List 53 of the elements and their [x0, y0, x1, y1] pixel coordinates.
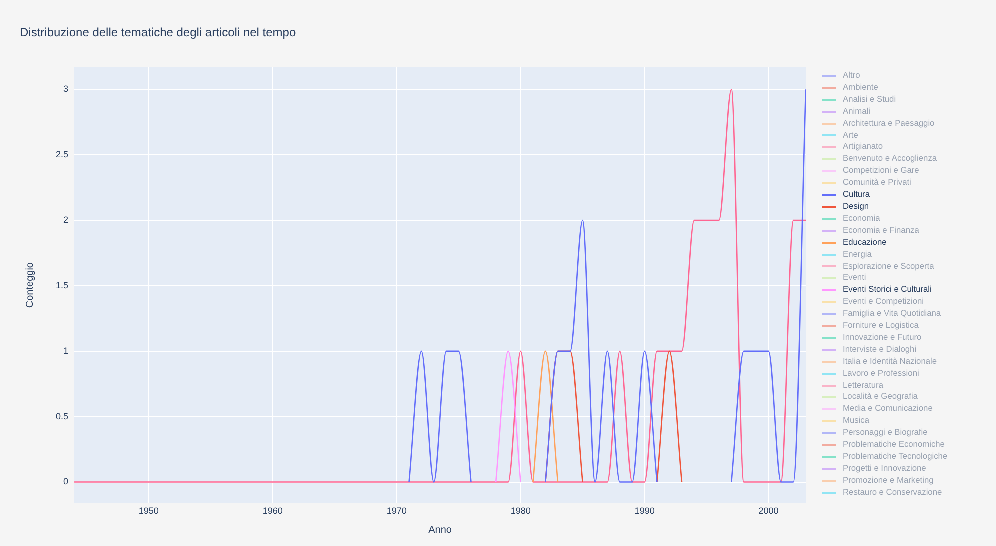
y-tick-label: 1.5 [56, 280, 69, 290]
legend-label: Italia e Identità Nazionale [843, 356, 938, 368]
legend-label: Economia [843, 212, 880, 225]
y-tick-label: 3 [63, 84, 69, 94]
legend-label: Letteratura [843, 380, 884, 392]
legend-label: Altro [843, 70, 860, 82]
legend-label: Innovazione e Futuro [843, 332, 922, 344]
y-tick-label: 2.5 [56, 150, 69, 160]
legend-label: Cultura [843, 189, 870, 201]
legend-label: Forniture e Logistica [843, 320, 919, 332]
legend-label: Architettura e Paesaggio [843, 118, 935, 130]
y-axis-title: Conteggio [24, 262, 36, 308]
legend-label: Restauro e Conservazione [843, 486, 942, 499]
y-tick-label: 0 [63, 476, 69, 487]
legend-label: Media e Comunicazione [843, 403, 933, 416]
y-tick-label: 1 [63, 346, 69, 356]
legend-label: Animali [843, 106, 870, 118]
legend-label: Economia e Finanza [843, 224, 920, 237]
x-tick-label: 2000 [758, 506, 779, 516]
legend-label: Eventi [843, 272, 866, 284]
legend-label: Musica [843, 415, 870, 428]
legend-label: Benvenuto e Accoglienza [843, 153, 938, 166]
legend-label: Eventi Storici e Culturali [843, 284, 932, 296]
x-axis-title: Anno [428, 524, 452, 536]
legend-label: Promozione e Marketing [843, 474, 934, 487]
y-tick-label: 0.5 [56, 411, 69, 422]
legend-label: Località e Geografia [843, 391, 918, 404]
x-tick-label: 1980 [510, 506, 531, 516]
legend-label: Interviste e Dialoghi [843, 344, 917, 356]
line-series [74, 89, 806, 483]
y-tick-label: 2 [63, 215, 69, 226]
legend-label: Artigianato [843, 141, 884, 154]
legend-label: Esplorazione e Scoperta [843, 260, 934, 272]
legend-label: Lavoro e Professioni [843, 368, 920, 380]
legend-label: Progetti e Innovazione [843, 462, 926, 475]
legend-label: Problematiche Economiche [843, 439, 945, 451]
legend-label: Design [843, 200, 870, 213]
x-tick-label: 1960 [262, 506, 283, 516]
chart-title: Distribuzione delle tematiche degli articoli nel tempo [20, 26, 296, 40]
legend-label: Personaggi e Biografie [843, 427, 928, 440]
x-tick-label: 1950 [138, 506, 159, 516]
legend-label: Energia [843, 248, 872, 260]
legend-label: Analisi e Studi [843, 94, 896, 106]
legend-label: Competizioni e Gare [843, 165, 920, 178]
legend-label: Arte [843, 130, 858, 142]
legend-label: Educazione [843, 236, 887, 249]
legend-label: Famiglia e Vita Quotidiana [843, 308, 942, 320]
legend-label: Problematiche Tecnologiche [843, 451, 948, 463]
legend-label: Comunità e Privati [843, 177, 912, 190]
x-tick-label: 1990 [634, 506, 655, 516]
legend-label: Eventi e Competizioni [843, 296, 924, 308]
legend-label: Ambiente [843, 82, 878, 94]
x-tick-label: 1970 [386, 506, 407, 516]
